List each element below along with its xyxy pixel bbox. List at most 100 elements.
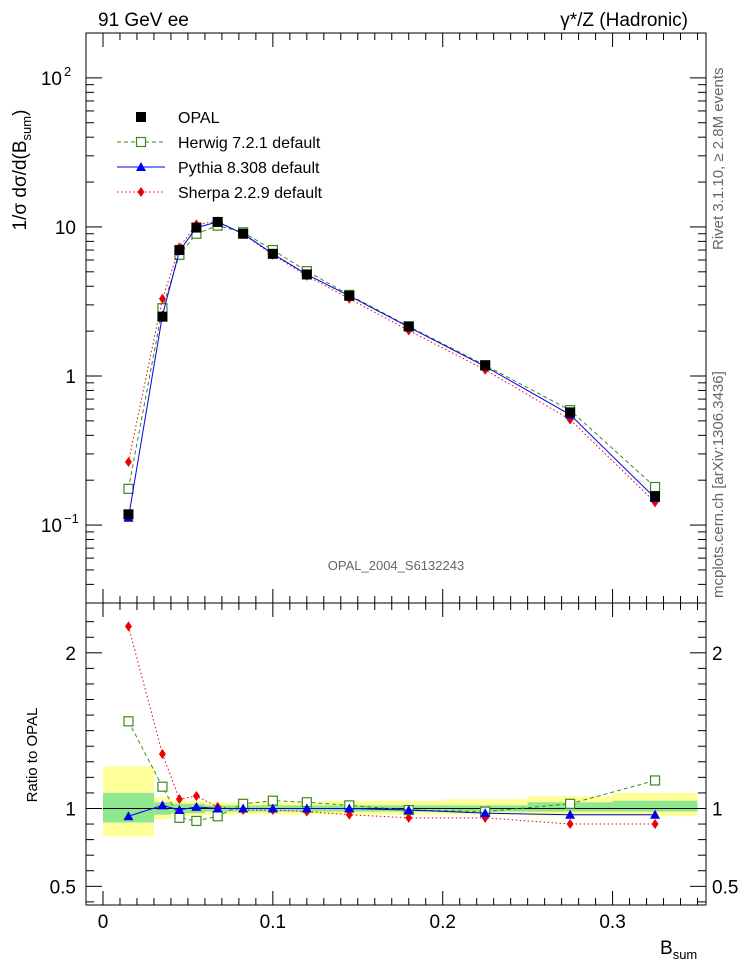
ratio-point-pythia bbox=[403, 805, 414, 815]
ratio-point-pythia bbox=[344, 803, 355, 813]
ratio-point-pythia bbox=[267, 803, 278, 813]
series-herwig bbox=[123, 220, 661, 494]
series-line-herwig bbox=[127, 225, 656, 489]
data-point-data bbox=[212, 216, 223, 227]
ratio-point-herwig bbox=[174, 812, 185, 823]
ratio-point-pythia bbox=[480, 808, 491, 818]
ratio-y-tick-label-left: 1 bbox=[65, 799, 76, 820]
data-point-sherpa bbox=[158, 293, 166, 304]
data-point-data bbox=[267, 248, 278, 259]
ratio-point-herwig bbox=[191, 815, 202, 827]
y-main-tick-label: 10 bbox=[41, 516, 62, 537]
mcplots-text: mcplots.cern.ch [arXiv:1306.3436] bbox=[710, 371, 727, 598]
ratio-y-tick-label-right: 1 bbox=[712, 799, 723, 820]
legend-item-pythia: Pythia 8.308 default bbox=[117, 160, 320, 177]
data-point-data bbox=[480, 360, 491, 371]
ratio-point-herwig bbox=[157, 781, 168, 792]
ratio-y-tick-label-right: 2 bbox=[712, 644, 723, 665]
y-main-tick-label: 10 bbox=[41, 69, 62, 90]
x-tick-label: 0 bbox=[98, 912, 109, 933]
ratio-y-axis-label: Ratio to OPAL bbox=[24, 708, 41, 803]
data-point-data bbox=[403, 321, 414, 332]
legend-label-sherpa: Sherpa 2.2.9 default bbox=[178, 185, 323, 202]
ratio-point-sherpa bbox=[192, 791, 200, 802]
data-point-data bbox=[191, 222, 202, 233]
data-point-data bbox=[301, 269, 312, 280]
rivet-version-text: Rivet 3.1.10, ≥ 2.8M events bbox=[710, 68, 727, 251]
data-point-herwig bbox=[649, 481, 661, 493]
ratio-point-pythia bbox=[650, 809, 661, 819]
series-sherpa bbox=[124, 216, 659, 508]
legend-marker-pythia bbox=[136, 162, 146, 171]
legend-label-pythia: Pythia 8.308 default bbox=[178, 160, 320, 177]
ratio-point-pythia bbox=[174, 805, 185, 815]
x-tick-label: 0.3 bbox=[599, 912, 625, 933]
legend-label-data: OPAL bbox=[178, 110, 220, 127]
ratio-y-tick-label-left: 2 bbox=[65, 644, 76, 665]
legend: OPAL Herwig 7.2.1 default Pythia 8.308 def… bbox=[117, 110, 323, 202]
x-axis-label-sub: sum bbox=[673, 947, 698, 962]
legend-marker-herwig bbox=[135, 136, 147, 148]
ratio-point-sherpa bbox=[158, 749, 166, 759]
x-tick-label: 0.2 bbox=[430, 912, 456, 933]
ratio-point-pythia bbox=[212, 803, 223, 813]
ratio-point-pythia bbox=[565, 809, 576, 819]
y-main-tick-label: 1 bbox=[65, 367, 76, 388]
legend-item-herwig: Herwig 7.2.1 default bbox=[117, 135, 321, 152]
legend-label-herwig: Herwig 7.2.1 default bbox=[178, 135, 321, 152]
data-point-data bbox=[344, 290, 355, 301]
data-point-sherpa bbox=[124, 456, 132, 467]
ratio-point-herwig bbox=[123, 716, 134, 727]
ratio-band-inner bbox=[612, 800, 698, 812]
main-y-axis-label-main: 1/σ dσ/d(B bbox=[10, 140, 31, 230]
data-point-herwig bbox=[123, 483, 134, 494]
ratio-y-tick-label-left: 0.5 bbox=[50, 877, 76, 898]
ratio-point-herwig bbox=[212, 811, 223, 822]
y-main-tick-label: 10 bbox=[55, 218, 76, 239]
ratio-point-pythia bbox=[191, 801, 202, 811]
legend-item-sherpa: Sherpa 2.2.9 default bbox=[117, 185, 323, 202]
ratio-point-sherpa bbox=[175, 794, 183, 805]
ratio-point-sherpa bbox=[566, 819, 574, 830]
data-point-data bbox=[174, 245, 185, 256]
series-data bbox=[123, 216, 661, 520]
data-point-data bbox=[157, 311, 168, 322]
ratio-point-pythia bbox=[238, 803, 249, 813]
ratio-plot-frame bbox=[85, 602, 707, 906]
legend-item-data: OPAL bbox=[136, 110, 220, 127]
x-axis-label: Bsum bbox=[660, 938, 697, 962]
data-point-data bbox=[565, 407, 576, 418]
series-pythia bbox=[123, 216, 661, 522]
data-point-data bbox=[123, 509, 134, 520]
ratio-point-pythia bbox=[301, 803, 312, 813]
ratio-line-sherpa bbox=[127, 626, 656, 825]
data-point-data bbox=[650, 491, 661, 502]
series-line-pythia bbox=[127, 221, 656, 518]
x-tick-label: 0.1 bbox=[260, 912, 286, 933]
main-y-axis-label-close: ) bbox=[10, 110, 31, 116]
ratio-point-pythia bbox=[123, 811, 134, 821]
header-right-label: γ*/Z (Hadronic) bbox=[560, 10, 688, 31]
main-y-axis-label-sub: sum bbox=[19, 116, 34, 141]
ratio-point-sherpa bbox=[124, 621, 132, 632]
ratio-point-herwig bbox=[649, 775, 661, 786]
main-series-layer bbox=[123, 216, 661, 522]
y-main-tick-exponent: 2 bbox=[64, 64, 71, 79]
ratio-point-pythia bbox=[157, 800, 168, 810]
ratio-series-pythia bbox=[123, 800, 661, 821]
ratio-point-sherpa bbox=[651, 819, 659, 830]
analysis-id: OPAL_2004_S6132243 bbox=[328, 558, 464, 573]
main-y-axis-label: 1/σ dσ/d(Bsum) bbox=[10, 110, 34, 231]
ratio-point-sherpa bbox=[405, 812, 413, 823]
y-main-tick-exponent: −1 bbox=[64, 511, 79, 526]
ratio-series-layer bbox=[123, 621, 661, 830]
legend-marker-sherpa bbox=[137, 187, 145, 197]
header-left-label: 91 GeV ee bbox=[98, 10, 189, 31]
ratio-point-herwig bbox=[565, 798, 576, 809]
ratio-y-tick-label-right: 0.5 bbox=[712, 877, 738, 898]
data-point-data bbox=[238, 228, 249, 239]
series-line-sherpa bbox=[127, 220, 656, 503]
x-axis-label-main: B bbox=[660, 938, 673, 959]
